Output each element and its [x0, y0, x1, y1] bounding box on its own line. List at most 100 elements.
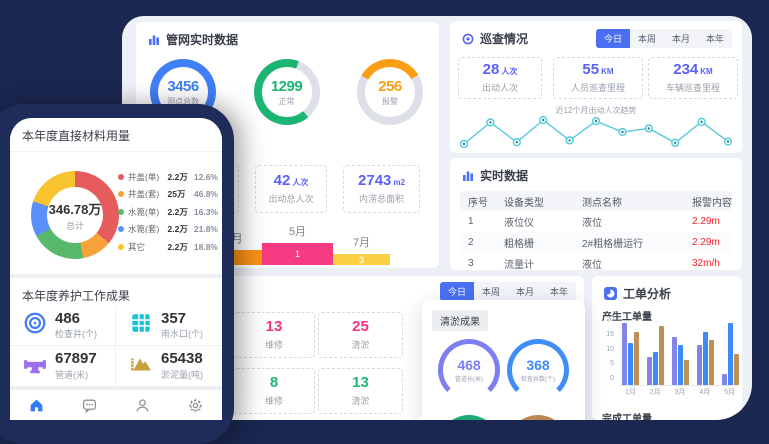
user-icon[interactable]	[130, 392, 156, 418]
panel-header: 工单分析	[592, 276, 742, 304]
gauge	[438, 415, 500, 420]
bar	[709, 340, 714, 385]
x-label: 1月	[624, 389, 636, 396]
legend-item: 水篦(单) 2.2万 16.3%	[118, 203, 218, 221]
panel-title: 管网实时数据	[166, 33, 239, 47]
trend-title: 近12个月出动人次趋势	[555, 106, 637, 115]
month-bar-7月: 3	[333, 254, 390, 265]
table-cell: 液位仪	[504, 218, 534, 229]
stat-label: 维修	[264, 396, 283, 406]
bar-group-5月	[722, 323, 739, 385]
table-row: 2 粗格栅 2#粗格栅运行 2.29m	[460, 232, 732, 253]
patrol-stat-box: 234 KM 车辆巡查里程	[648, 57, 738, 99]
legend-percent: 18.8%	[193, 241, 218, 252]
donut-value: 256	[378, 77, 402, 95]
phone-bottom-nav	[10, 389, 222, 420]
result-value: 486	[55, 309, 81, 327]
pipeline-stat-box: 2743 m2 内涝总面积	[343, 165, 420, 213]
gauge	[507, 415, 569, 420]
legend-label: 水篦(套)	[128, 224, 160, 235]
x-label: 4月	[699, 389, 711, 396]
stat-label: 维修	[264, 340, 283, 350]
table-cell: 流量计	[504, 260, 534, 270]
bar-chart-icon	[149, 35, 159, 45]
legend-dot	[118, 208, 124, 215]
repair-stat-box: 8 维修	[233, 368, 315, 414]
alarm-table: 序号 设备类型 测点名称 报警内容 1 液位仪 液位 2.29m 2 粗格栅 2#粗格栅运行 2.29…	[460, 191, 732, 270]
col-header: 设备类型	[504, 197, 544, 209]
pipeline-stat-box: 42 人次 出动总人次	[255, 165, 327, 213]
stat-value: 13	[265, 318, 283, 335]
pipe-icon	[23, 352, 47, 381]
stat-value: 234 KM	[673, 61, 713, 78]
bar	[678, 344, 683, 385]
bar	[734, 354, 739, 385]
patrol-tab-group: 今日 本周 本月 本年	[595, 29, 732, 48]
result-value: 65438	[161, 350, 203, 368]
results-grid: 486 检查井(个) 357 雨水口(个) 67897 管道(米) 65438 淤泥量(吨)	[10, 306, 222, 386]
gear-icon[interactable]	[183, 392, 209, 418]
table-cell: 粗格栅	[504, 239, 534, 250]
panel-header: 实时数据	[450, 158, 742, 189]
table-cell: 2#粗格栅运行	[582, 239, 644, 250]
x-axis-labels: 1月 2月 3月 4月 5月	[620, 387, 738, 397]
table-header-row: 序号 设备类型 测点名称 报警内容	[460, 191, 732, 211]
legend-dot	[118, 243, 124, 250]
legend-item: 井盖(单) 2.2万 12.6%	[118, 168, 218, 186]
rings-icon	[23, 311, 47, 340]
result-label: 淤泥量(吨)	[161, 369, 203, 380]
panel-title: 巡查情况	[480, 32, 529, 46]
tab-本月[interactable]: 本月	[515, 287, 534, 297]
gauge-row: 468 管道长(米) 368 检查井数(个)	[422, 331, 585, 401]
bar-group-1月	[622, 323, 639, 385]
donut-label: 报警	[382, 96, 398, 106]
legend-value: 2.2万	[167, 206, 188, 217]
message-icon[interactable]	[77, 392, 103, 418]
legend-value: 2.2万	[167, 224, 188, 235]
bar	[722, 374, 727, 385]
result-text: 67897 管道(米)	[55, 351, 97, 381]
bar-group-2月	[647, 326, 664, 385]
panel-patrol: 巡查情况 今日 本周 本月 本年 28 人次 出动人次 55 KM 人员巡查里程 234 KM 车辆巡…	[450, 21, 742, 153]
legend-value: 25万	[167, 189, 186, 200]
result-value: 67897	[55, 350, 97, 368]
donut-value: 3456	[167, 77, 199, 95]
col-header: 报警内容	[692, 197, 732, 209]
tab-本年[interactable]: 本年	[549, 287, 568, 297]
stat-value: 42 人次	[273, 172, 309, 189]
tab-今日[interactable]: 今日	[595, 29, 630, 48]
panel-header: 巡查情况	[450, 21, 742, 52]
result-label: 雨水口(个)	[161, 329, 203, 340]
table-cell: 2.29m	[692, 237, 720, 248]
table-cell: 液位	[582, 260, 602, 270]
donut-label: 测点总数	[167, 96, 199, 106]
y-tick: 5	[610, 360, 614, 368]
bar	[647, 357, 652, 385]
x-label: 5月	[724, 389, 736, 396]
bar-group-3月	[672, 336, 689, 385]
legend-item: 井盖(套) 25万 46.8%	[118, 186, 218, 204]
donut-center: 1299 正常	[261, 67, 312, 117]
card-title: 本年度养护工作成果	[22, 289, 131, 303]
y-tick: 15	[606, 330, 614, 338]
month-bar-5月: 1	[262, 243, 333, 265]
patrol-stat-box: 28 人次 出动人次	[458, 57, 542, 99]
maintenance-tab-group: 今日 本周 本月 本年	[439, 282, 576, 301]
tab-本月[interactable]: 本月	[671, 34, 690, 44]
dredge-result-popup: 清淤成果 468 管道长(米) 368 检查井数(个)	[422, 300, 585, 420]
y-tick: 20	[606, 316, 614, 323]
tab-本年[interactable]: 本年	[705, 34, 724, 44]
y-axis-ticks: 20 15 10 5 0	[598, 316, 614, 382]
tab-今日[interactable]: 今日	[439, 282, 474, 301]
table-row: 3 流量计 液位 32m/h	[460, 253, 732, 270]
tab-本周[interactable]: 本周	[481, 287, 500, 297]
legend-label: 水篦(单)	[128, 206, 160, 217]
home-icon[interactable]	[24, 392, 50, 418]
tab-本周[interactable]: 本周	[637, 34, 656, 44]
result-text: 357 雨水口(个)	[161, 310, 203, 341]
repair-stat-box: 13 清淤	[318, 368, 403, 414]
stat-label: 清淤	[351, 396, 370, 406]
panel-title: 实时数据	[480, 169, 529, 183]
gauge-value: 468	[457, 356, 481, 373]
table-cell: 液位	[582, 218, 602, 229]
